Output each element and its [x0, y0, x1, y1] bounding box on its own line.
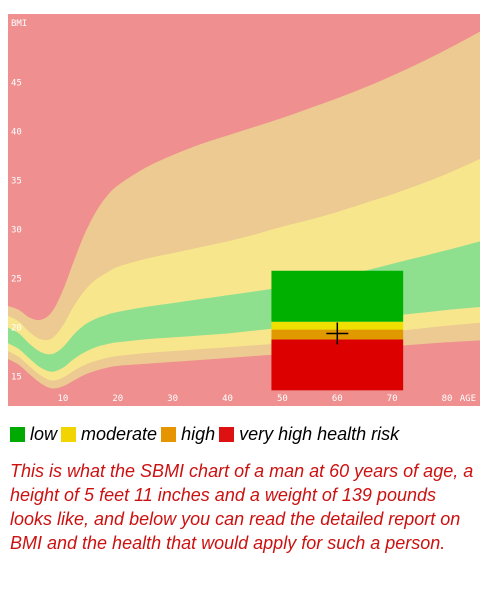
x-tick-label-80: 80 — [442, 394, 453, 404]
legend-swatch-moderate — [61, 427, 77, 442]
x-tick-label-20: 20 — [112, 394, 123, 404]
legend-swatch-low — [10, 427, 25, 442]
chart-caption: This is what the SBMI chart of a man at … — [10, 461, 474, 553]
legend-label-moderate: moderate — [81, 424, 158, 444]
y-tick-label-30: 30 — [11, 226, 22, 236]
highlight-band-low — [271, 270, 404, 322]
x-tick-label-60: 60 — [332, 394, 343, 404]
x-tick-label-30: 30 — [167, 394, 178, 404]
legend: low moderate high very high health risk — [10, 424, 403, 445]
legend-label-low: low — [30, 424, 58, 444]
x-tick-label-40: 40 — [222, 394, 233, 404]
x-tick-label-10: 10 — [57, 394, 68, 404]
y-tick-label-25: 25 — [11, 275, 22, 285]
y-tick-label-40: 40 — [11, 128, 22, 138]
x-axis-title: AGE — [460, 394, 476, 404]
legend-label-high: high — [181, 424, 216, 444]
band-area-7 — [8, 14, 480, 307]
legend-item-moderate: moderate — [61, 424, 157, 445]
sbmi-chart: 15 20 25 30 35 40 45 BMI 10 20 30 40 50 60 70 80 AGE — [8, 14, 480, 406]
x-tick-label-70: 70 — [387, 394, 398, 404]
y-tick-label-35: 35 — [11, 177, 22, 187]
y-tick-label-20: 20 — [11, 324, 22, 334]
legend-item-high: high — [161, 424, 215, 445]
y-axis-title: BMI — [11, 19, 27, 29]
legend-label-very-high: very high health risk — [239, 424, 400, 444]
legend-item-very-high: very high health risk — [219, 424, 399, 445]
legend-swatch-very-high — [219, 427, 235, 442]
legend-swatch-high — [161, 427, 177, 442]
highlight-band-very-high — [271, 339, 404, 391]
y-tick-label-15: 15 — [11, 373, 22, 383]
x-tick-label-50: 50 — [277, 394, 288, 404]
y-tick-label-45: 45 — [11, 79, 22, 89]
sbmi-chart-svg: 15 20 25 30 35 40 45 BMI 10 20 30 40 50 60 70 80 AGE — [8, 14, 480, 406]
legend-item-low: low — [10, 424, 57, 445]
